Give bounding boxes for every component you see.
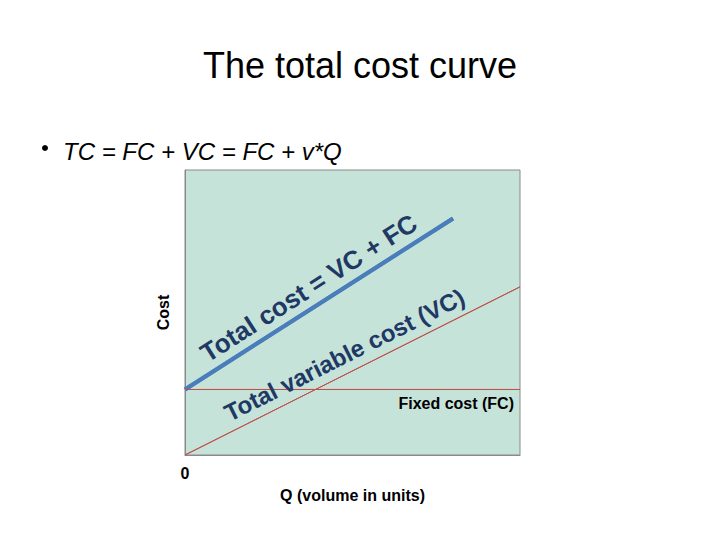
svg-text:Total variable cost (VC): Total variable cost (VC) — [220, 283, 469, 427]
svg-text:Q (volume in units): Q (volume in units) — [280, 487, 425, 504]
svg-text:Total cost = VC + FC: Total cost = VC + FC — [195, 207, 423, 369]
svg-text:0: 0 — [181, 465, 190, 482]
svg-text:TC = FC + VC = FC + v*Q: TC = FC + VC = FC + v*Q — [63, 138, 342, 165]
svg-text:Cost: Cost — [155, 294, 172, 330]
svg-text:Fixed cost (FC): Fixed cost (FC) — [398, 395, 514, 412]
svg-text:The total cost curve: The total cost curve — [203, 45, 517, 86]
